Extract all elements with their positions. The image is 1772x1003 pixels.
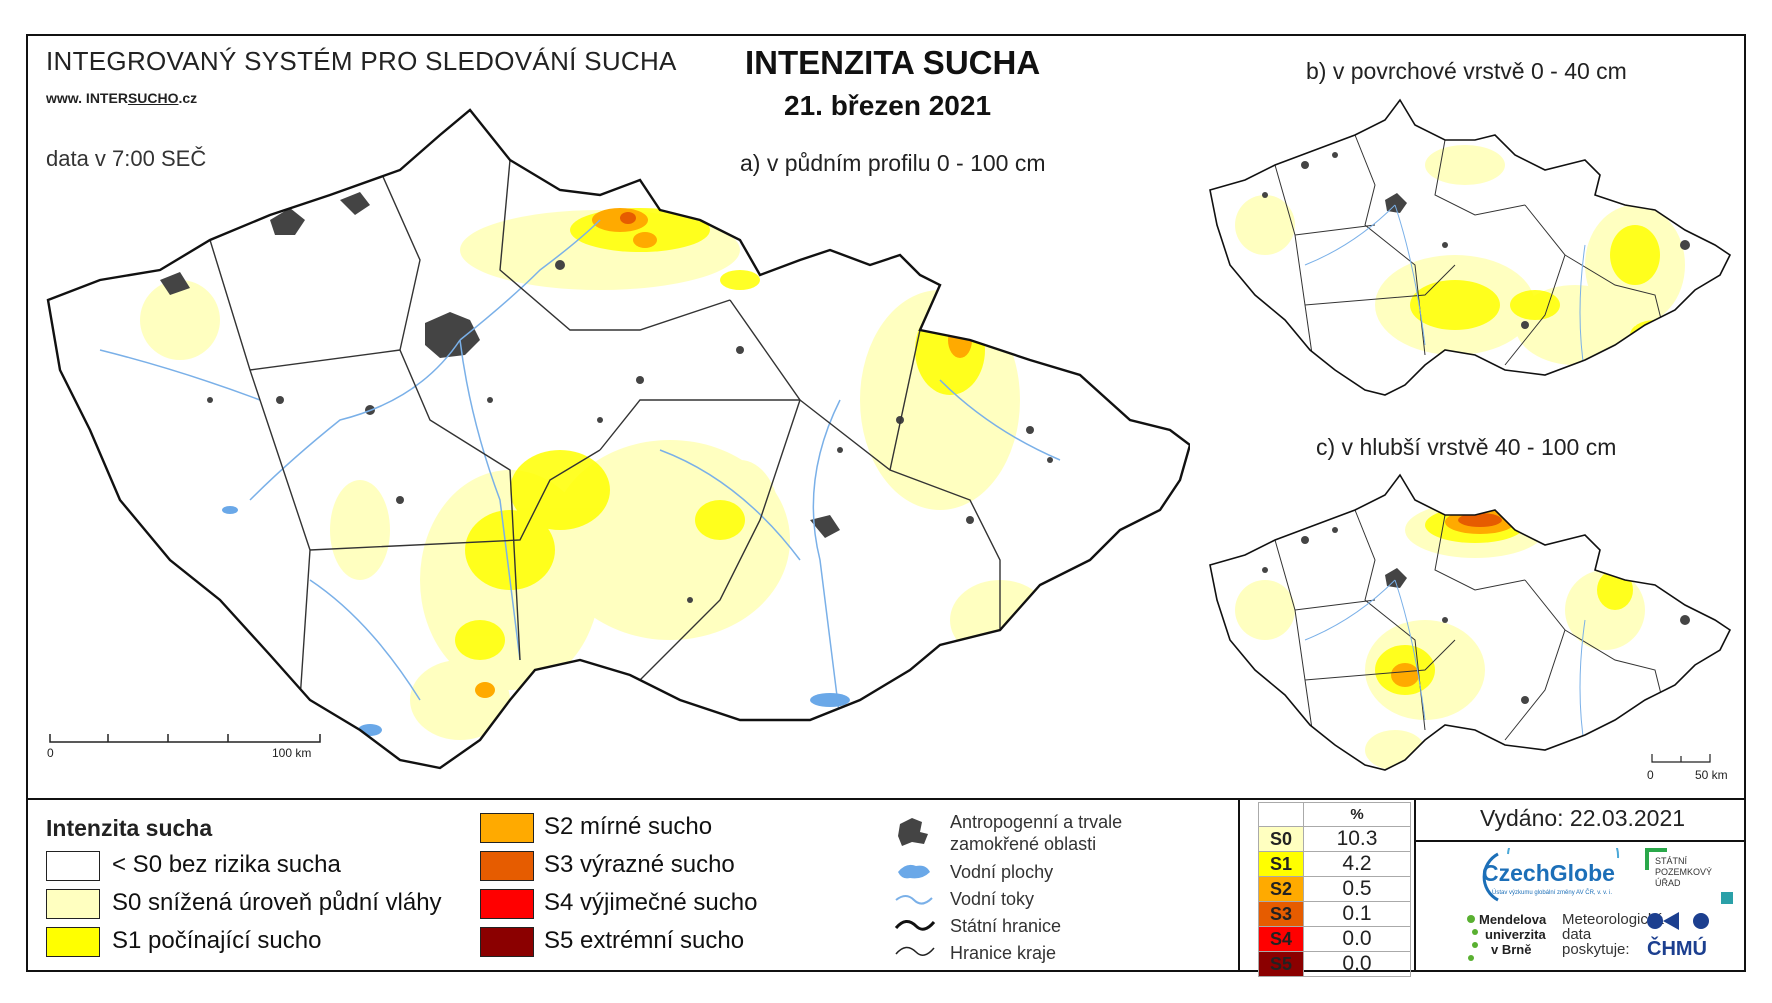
legend-label-s3: S3 výrazné sucho <box>544 851 735 878</box>
legend-water-body-label: Vodní plochy <box>950 862 1054 882</box>
legend-swatch-s5 <box>480 927 534 957</box>
legend-label-s0: S0 snížená úroveň půdní vláhy <box>112 889 442 916</box>
stats-row-s0: S0 10.3 <box>1258 826 1411 852</box>
map-c-s3-areas <box>1458 513 1502 527</box>
system-title: INTEGROVANÝ SYSTÉM PRO SLEDOVÁNÍ SUCHA <box>46 46 677 76</box>
legend-swatch-s4 <box>480 889 534 919</box>
legend-anthropogenic-label: Antropogenní a trvale zamokřené oblasti <box>950 812 1123 854</box>
legend-region-border-label: Hranice kraje <box>950 943 1057 963</box>
map-b-region-borders <box>1274 134 1666 376</box>
scale-a-end: 100 km <box>272 746 312 760</box>
stats-row-s2: S2 0.5 <box>1258 876 1411 902</box>
chmu-name: ČHMÚ <box>1647 938 1707 960</box>
mendel-dots-icon <box>1467 915 1478 961</box>
stats-row-s5: S5 0.0 <box>1258 951 1411 977</box>
map-b <box>1209 98 1732 396</box>
legend-swatch-s1 <box>46 927 100 957</box>
map-c-subtitle: c) v hlubší vrstvě 40 - 100 cm <box>1316 434 1617 460</box>
map-frame <box>26 34 1746 972</box>
legend-swatch-s3 <box>480 851 534 881</box>
state-border <box>46 108 1190 770</box>
legend-label-s5: S5 extrémní sucho <box>544 927 745 954</box>
map-date: 21. březen 2021 <box>784 90 992 121</box>
map-b-urban-areas <box>1262 152 1690 329</box>
map-c-urban-areas <box>1262 527 1690 704</box>
czechglobe-subtitle: Ústav výzkumu globální změny AV ČR, v. v… <box>1492 890 1613 896</box>
legend-stream-label: Vodní toky <box>950 889 1035 909</box>
legend-symbols <box>894 818 936 956</box>
issued-date: Vydáno: 22.03.2021 <box>1480 805 1686 831</box>
stats-header-row: % <box>1258 802 1411 827</box>
scale-bar-a <box>49 734 321 743</box>
legend-title: Intenzita sucha <box>46 815 213 841</box>
legend-label-s4: S4 výjimečné sucho <box>544 889 758 916</box>
map-c <box>1209 473 1732 771</box>
main-title: INTENZITA SUCHA <box>745 44 1041 81</box>
map-b-state-border <box>1209 98 1732 396</box>
czechglobe-name: CzechGlobe <box>1482 860 1615 886</box>
stats-panel <box>1238 800 1416 972</box>
czechglobe-logo: CzechGlobe Ústav výzkumu globální změny … <box>1468 848 1628 908</box>
stats-row-s1: S1 4.2 <box>1258 851 1411 877</box>
scale-c-end: 50 km <box>1695 768 1728 782</box>
spu-mark-icon <box>1645 848 1733 904</box>
footer-separator <box>1416 840 1746 842</box>
meteo-data-label: Meteorologická data poskytuje: <box>1562 911 1664 958</box>
stats-row-s4: S4 0.0 <box>1258 926 1411 952</box>
state-border-icon <box>894 920 936 931</box>
legend-label-below-s0: < S0 bez rizika sucha <box>112 851 341 878</box>
map-c-region-borders <box>1274 509 1666 751</box>
water-streams <box>99 219 1061 721</box>
legend-swatch-below-s0 <box>46 851 100 881</box>
stats-table: % S0 10.3 S1 4.2 S2 0.5 S3 0.1 S4 0.0 S5… <box>1258 802 1411 977</box>
scale-c-start: 0 <box>1647 768 1654 782</box>
region-border-icon <box>895 946 935 956</box>
scale-bar-c <box>1651 754 1711 763</box>
scale-a-start: 0 <box>47 746 54 760</box>
website-link[interactable]: www. INTERSUCHO.cz <box>46 90 198 106</box>
legend-label-s2: S2 mírné sucho <box>544 813 713 840</box>
legend-separator <box>26 798 1746 800</box>
stats-header: % <box>1303 802 1411 827</box>
chmu-mark-icon <box>1647 912 1709 930</box>
map-c-state-border <box>1209 473 1732 771</box>
stats-row-s3: S3 0.1 <box>1258 901 1411 927</box>
map-a-subtitle: a) v půdním profilu 0 - 100 cm <box>740 150 1046 176</box>
czechglobe-arc-icon <box>1482 848 1620 902</box>
stream-icon <box>895 895 933 905</box>
drought-s3-areas <box>620 212 636 224</box>
legend-label-s1: S1 počínající sucho <box>112 927 322 954</box>
map-a <box>46 108 1190 770</box>
region-borders <box>209 159 1001 701</box>
map-b-subtitle: b) v povrchové vrstvě 0 - 40 cm <box>1306 58 1627 84</box>
anthropogenic-icon <box>898 818 928 846</box>
water-body-icon <box>898 864 930 879</box>
legend-swatch-s0 <box>46 889 100 919</box>
data-time: data v 7:00 SEČ <box>46 146 207 171</box>
legend-state-border-label: Státní hranice <box>950 916 1062 936</box>
legend-swatch-s2 <box>480 813 534 843</box>
